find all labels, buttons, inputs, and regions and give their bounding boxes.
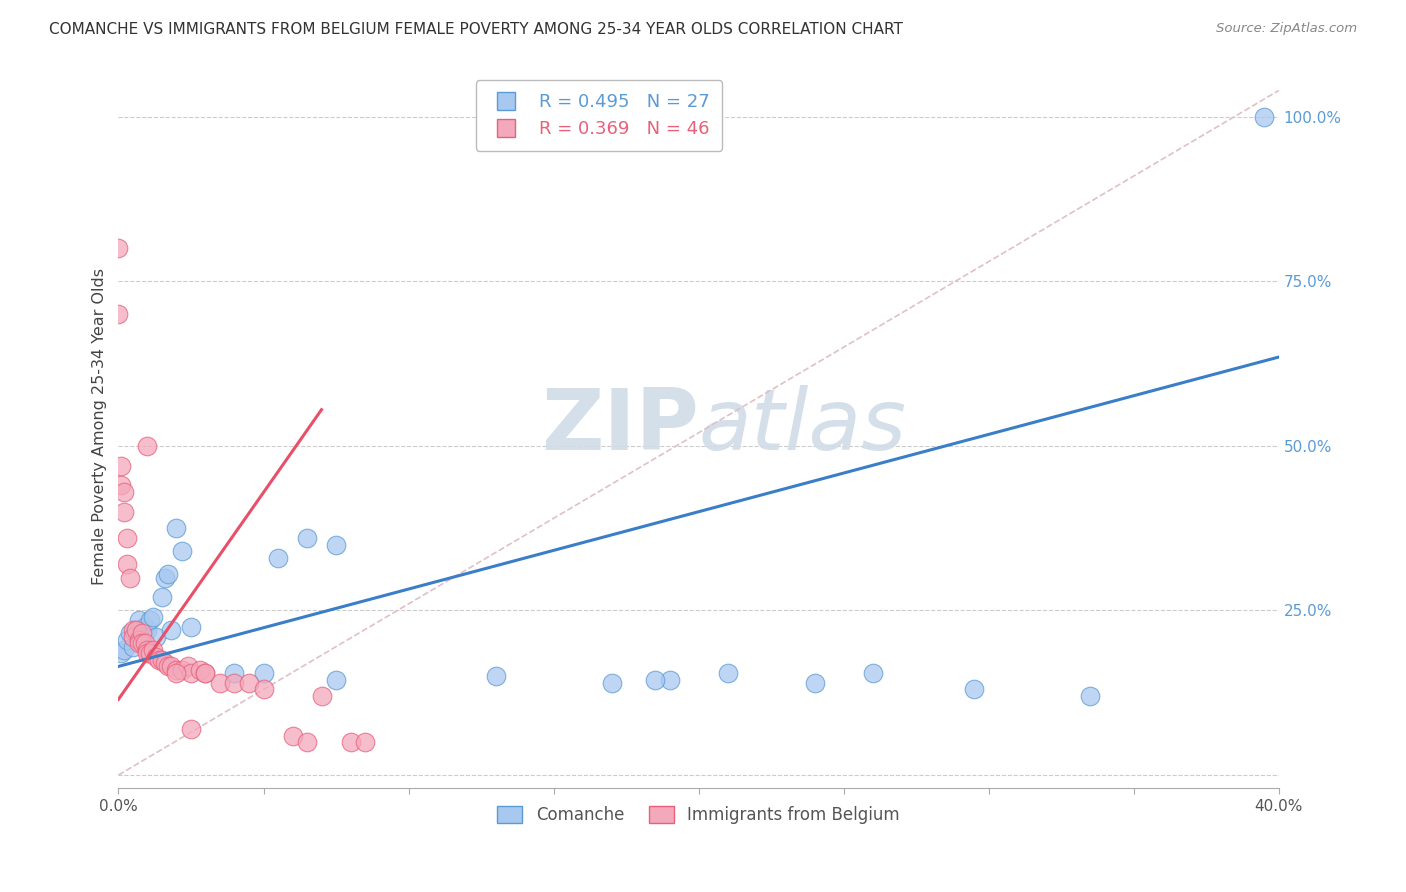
Text: Source: ZipAtlas.com: Source: ZipAtlas.com xyxy=(1216,22,1357,36)
Point xyxy=(644,673,666,687)
Point xyxy=(267,550,290,565)
Point xyxy=(311,689,333,703)
Point xyxy=(281,729,304,743)
Point xyxy=(139,613,162,627)
Point xyxy=(115,633,138,648)
Point xyxy=(107,241,129,255)
Point xyxy=(717,665,740,680)
Point xyxy=(1078,689,1101,703)
Point xyxy=(188,663,211,677)
Point xyxy=(148,653,170,667)
Point xyxy=(145,630,167,644)
Point xyxy=(142,610,165,624)
Point xyxy=(484,669,506,683)
Point xyxy=(208,676,231,690)
Point xyxy=(112,643,135,657)
Point xyxy=(110,478,132,492)
Point xyxy=(145,649,167,664)
Point xyxy=(1253,110,1275,124)
Point xyxy=(295,735,318,749)
Point xyxy=(131,626,153,640)
Point xyxy=(159,659,181,673)
Point xyxy=(325,673,347,687)
Point xyxy=(224,676,246,690)
Point xyxy=(112,505,135,519)
Point xyxy=(172,663,194,677)
Point xyxy=(125,624,148,638)
Point xyxy=(153,570,176,584)
Point xyxy=(118,570,141,584)
Point xyxy=(142,643,165,657)
Point xyxy=(180,722,202,736)
Point xyxy=(180,620,202,634)
Point xyxy=(252,682,274,697)
Point xyxy=(122,640,145,654)
Point xyxy=(238,676,260,690)
Point xyxy=(325,538,347,552)
Point xyxy=(125,624,148,638)
Point xyxy=(600,676,623,690)
Point xyxy=(177,659,200,673)
Point xyxy=(150,591,173,605)
Point xyxy=(115,531,138,545)
Point xyxy=(112,485,135,500)
Point xyxy=(110,646,132,660)
Text: atlas: atlas xyxy=(699,384,907,467)
Point xyxy=(136,643,159,657)
Point xyxy=(194,665,217,680)
Point xyxy=(166,521,188,535)
Point xyxy=(153,656,176,670)
Point xyxy=(115,558,138,572)
Point xyxy=(107,307,129,321)
Point xyxy=(150,653,173,667)
Point xyxy=(354,735,377,749)
Point xyxy=(118,626,141,640)
Point xyxy=(131,636,153,650)
Point xyxy=(136,439,159,453)
Point xyxy=(128,633,150,648)
Point xyxy=(658,673,681,687)
Point xyxy=(136,646,159,660)
Point xyxy=(131,626,153,640)
Legend: Comanche, Immigrants from Belgium: Comanche, Immigrants from Belgium xyxy=(491,799,907,830)
Point xyxy=(252,665,274,680)
Y-axis label: Female Poverty Among 25-34 Year Olds: Female Poverty Among 25-34 Year Olds xyxy=(93,268,107,584)
Point xyxy=(172,544,194,558)
Text: ZIP: ZIP xyxy=(541,384,699,467)
Point xyxy=(166,665,188,680)
Point xyxy=(156,567,179,582)
Point xyxy=(110,458,132,473)
Point xyxy=(295,531,318,545)
Point xyxy=(156,659,179,673)
Point xyxy=(180,665,202,680)
Point xyxy=(139,646,162,660)
Point xyxy=(963,682,986,697)
Point xyxy=(803,676,825,690)
Point xyxy=(194,665,217,680)
Point xyxy=(134,636,156,650)
Point xyxy=(122,630,145,644)
Point xyxy=(339,735,361,749)
Text: COMANCHE VS IMMIGRANTS FROM BELGIUM FEMALE POVERTY AMONG 25-34 YEAR OLDS CORRELA: COMANCHE VS IMMIGRANTS FROM BELGIUM FEMA… xyxy=(49,22,903,37)
Point xyxy=(862,665,884,680)
Point xyxy=(128,613,150,627)
Point xyxy=(136,624,159,638)
Point xyxy=(128,636,150,650)
Point xyxy=(134,620,156,634)
Point xyxy=(122,624,145,638)
Point xyxy=(159,624,181,638)
Point xyxy=(224,665,246,680)
Point xyxy=(166,663,188,677)
